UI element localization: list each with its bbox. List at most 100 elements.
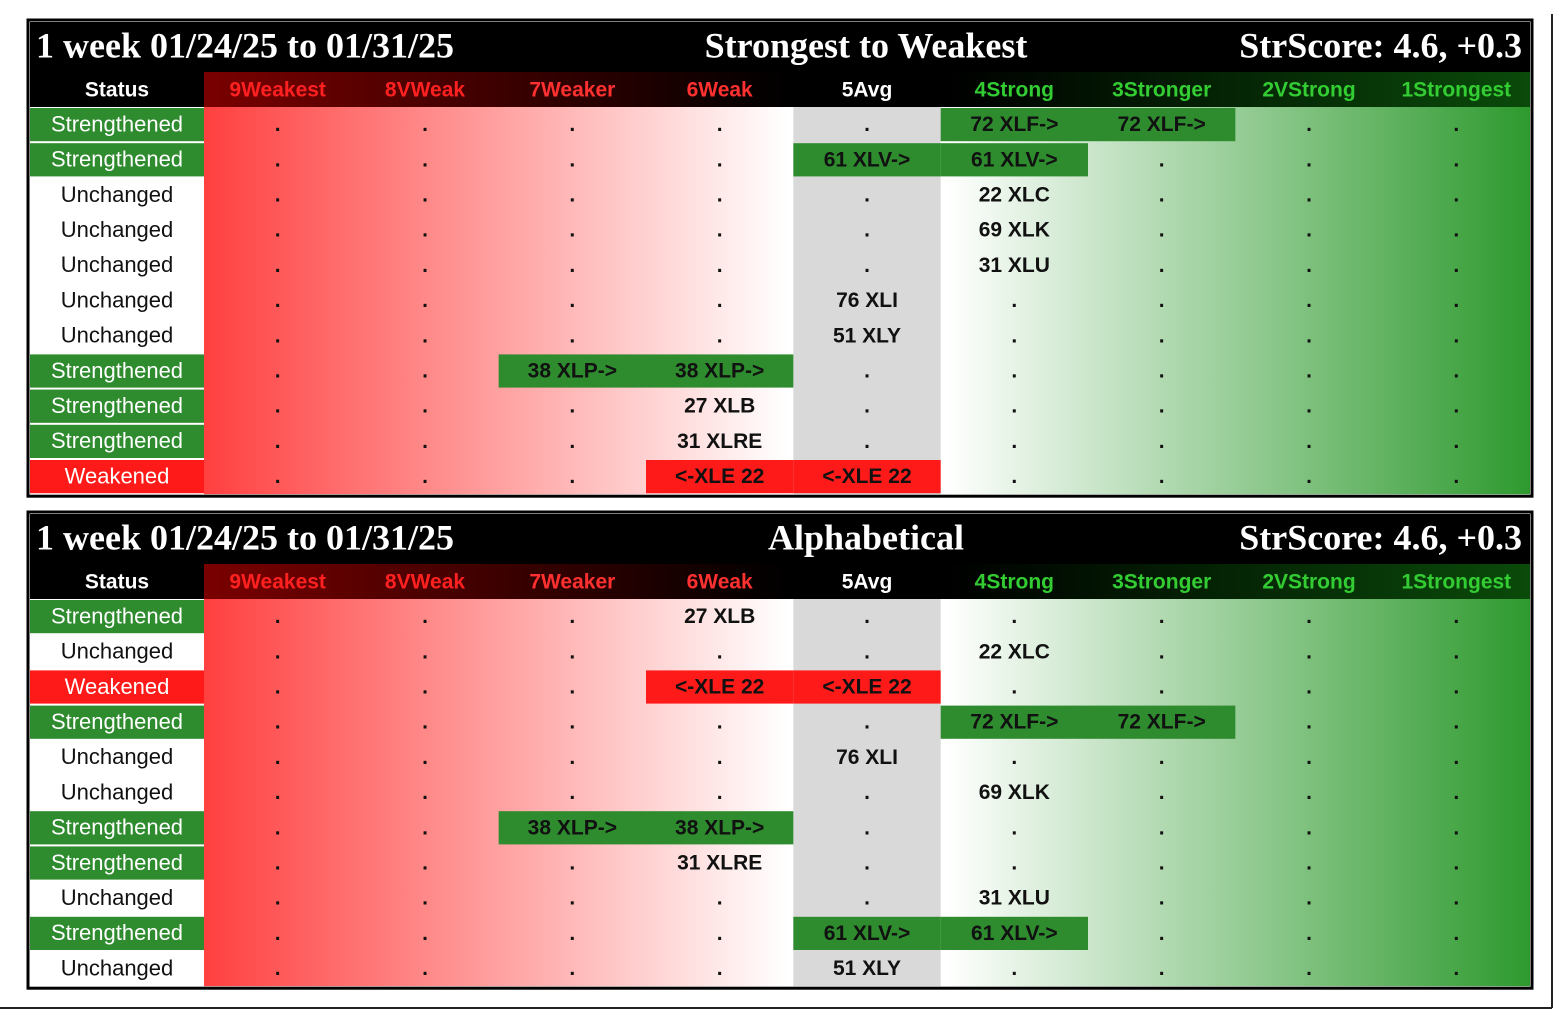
cell: 61 XLV-> bbox=[971, 148, 1058, 171]
cell: 51 XLY bbox=[833, 957, 901, 980]
cell: . bbox=[422, 113, 428, 136]
cell: . bbox=[1159, 957, 1165, 980]
cell: . bbox=[1159, 816, 1165, 839]
column-header: 2VStrong bbox=[1262, 79, 1355, 102]
cell: . bbox=[422, 640, 428, 663]
status: Weakened bbox=[65, 463, 170, 488]
cell: . bbox=[1453, 711, 1459, 734]
cell: . bbox=[422, 781, 428, 804]
cell: . bbox=[1453, 816, 1459, 839]
cell: . bbox=[1159, 254, 1165, 277]
cell: . bbox=[1453, 746, 1459, 769]
cell: . bbox=[717, 957, 723, 980]
cell: . bbox=[1011, 605, 1017, 628]
cell: . bbox=[1011, 395, 1017, 418]
cell: 22 XLC bbox=[979, 640, 1050, 663]
cell: . bbox=[864, 711, 870, 734]
column-header: 2VStrong bbox=[1262, 571, 1355, 594]
cell: . bbox=[422, 676, 428, 699]
sort-title: Strongest to Weakest bbox=[705, 25, 1028, 65]
cell: . bbox=[422, 289, 428, 312]
cell: . bbox=[864, 887, 870, 910]
cell: . bbox=[1453, 148, 1459, 171]
cell: 31 XLRE bbox=[677, 852, 762, 875]
cell: . bbox=[1159, 219, 1165, 242]
move-highlight bbox=[940, 143, 1088, 177]
cell: . bbox=[1453, 254, 1459, 277]
cell: . bbox=[1453, 395, 1459, 418]
cell: 22 XLC bbox=[979, 184, 1050, 207]
cell: 38 XLP-> bbox=[528, 816, 617, 839]
cell: . bbox=[1306, 957, 1312, 980]
column-header: Status bbox=[85, 79, 149, 102]
cell: . bbox=[1306, 324, 1312, 347]
cell: . bbox=[1306, 254, 1312, 277]
cell: . bbox=[275, 219, 281, 242]
column-header: 5Avg bbox=[842, 571, 893, 594]
cell: . bbox=[569, 640, 575, 663]
status-bg bbox=[30, 635, 204, 669]
cell: . bbox=[275, 289, 281, 312]
column-header: 9Weakest bbox=[229, 571, 326, 594]
cell: . bbox=[864, 113, 870, 136]
cell: . bbox=[1453, 887, 1459, 910]
cell: . bbox=[569, 148, 575, 171]
cell: . bbox=[1453, 360, 1459, 383]
cell: . bbox=[1159, 465, 1165, 488]
cell: . bbox=[275, 852, 281, 875]
cell: . bbox=[1306, 395, 1312, 418]
cell: . bbox=[717, 289, 723, 312]
status-bg bbox=[30, 143, 204, 177]
cell: . bbox=[1453, 852, 1459, 875]
cell: . bbox=[1453, 781, 1459, 804]
column-header: 8VWeak bbox=[385, 79, 465, 102]
column-header: 1Strongest bbox=[1401, 571, 1511, 594]
move-highlight bbox=[1088, 108, 1236, 142]
cell: . bbox=[422, 219, 428, 242]
cell: 38 XLP-> bbox=[675, 360, 764, 383]
column-header: Status bbox=[85, 571, 149, 594]
cell: . bbox=[422, 746, 428, 769]
column-header: 4Strong bbox=[975, 79, 1054, 102]
status: Strengthened bbox=[51, 850, 183, 875]
cell: . bbox=[1306, 852, 1312, 875]
cell: . bbox=[1306, 184, 1312, 207]
header-bar bbox=[30, 22, 1530, 72]
cell: . bbox=[569, 605, 575, 628]
cell: . bbox=[717, 254, 723, 277]
cell: . bbox=[1306, 360, 1312, 383]
cell: . bbox=[275, 887, 281, 910]
cell: . bbox=[717, 922, 723, 945]
move-highlight bbox=[646, 460, 794, 494]
cell: . bbox=[275, 746, 281, 769]
column-header: 6Weak bbox=[687, 571, 753, 594]
cell: 72 XLF-> bbox=[970, 711, 1058, 734]
column-header: 6Weak bbox=[687, 79, 753, 102]
cell: . bbox=[1159, 605, 1165, 628]
status: Strengthened bbox=[51, 815, 183, 840]
cell: . bbox=[569, 219, 575, 242]
status: Strengthened bbox=[51, 603, 183, 628]
status: Strengthened bbox=[51, 358, 183, 383]
status-bg bbox=[30, 213, 204, 247]
cell: . bbox=[864, 816, 870, 839]
cell: . bbox=[569, 746, 575, 769]
sort-title: Alphabetical bbox=[768, 517, 964, 557]
status-bg bbox=[30, 916, 204, 950]
column-header: 5Avg bbox=[842, 79, 893, 102]
cell: . bbox=[275, 395, 281, 418]
cell: . bbox=[1011, 430, 1017, 453]
period: 1 week 01/24/25 to 01/31/25 bbox=[36, 25, 454, 65]
cell: . bbox=[1453, 289, 1459, 312]
cell: . bbox=[1011, 746, 1017, 769]
cell: . bbox=[1159, 395, 1165, 418]
cell: . bbox=[569, 922, 575, 945]
cell: . bbox=[1306, 605, 1312, 628]
cell: . bbox=[569, 957, 575, 980]
cell: 69 XLK bbox=[979, 781, 1050, 804]
move-highlight bbox=[498, 354, 646, 388]
status-bg bbox=[30, 319, 204, 353]
cell: . bbox=[864, 219, 870, 242]
status: Strengthened bbox=[51, 428, 183, 453]
